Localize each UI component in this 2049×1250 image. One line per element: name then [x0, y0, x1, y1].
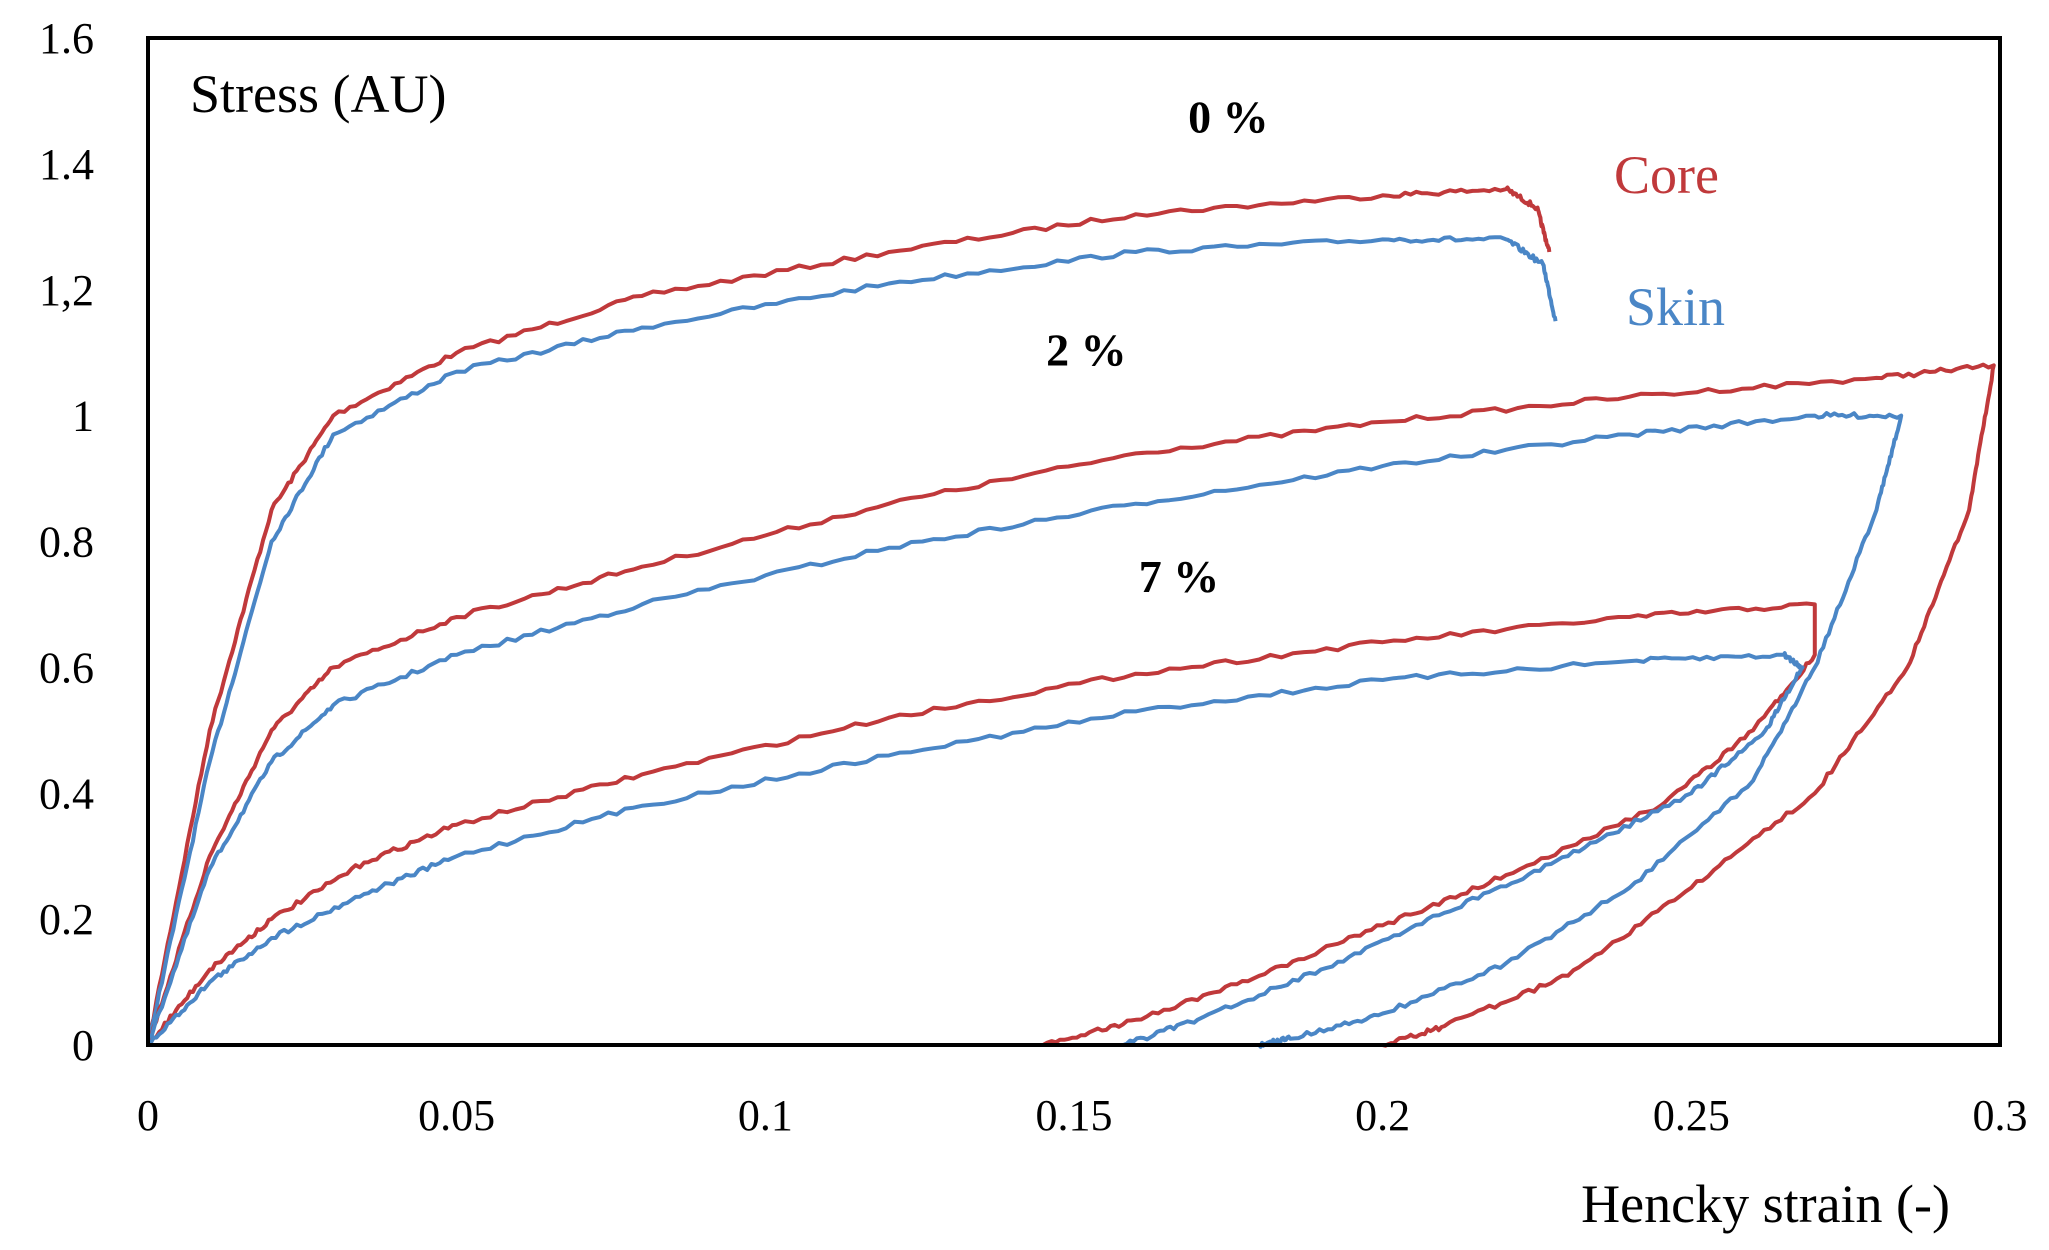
- x-tick-label: 0.25: [1653, 1091, 1730, 1140]
- curve-annotation: 2 %: [1046, 324, 1127, 375]
- x-tick-label: 0.2: [1355, 1091, 1410, 1140]
- x-tick-label: 0.1: [738, 1091, 793, 1140]
- y-tick-label: 1.6: [39, 14, 94, 63]
- x-tick-label: 0.3: [1973, 1091, 2028, 1140]
- y-tick-label: 0.8: [39, 518, 94, 567]
- y-tick-label: 1.4: [39, 140, 94, 189]
- annotations: 0 % 2 % 7 %: [1046, 91, 1268, 601]
- curve-annotation: 0 %: [1188, 91, 1269, 142]
- legend-core: Core: [1614, 145, 1719, 205]
- plot-frame: [146, 36, 2002, 1047]
- y-tick-label: 0.4: [39, 769, 94, 818]
- series-line-skin-7pct: [146, 651, 1805, 1047]
- x-tick-label: 0.15: [1036, 1091, 1113, 1140]
- series-line-core-7pct: [146, 601, 1817, 1047]
- y-tick-label: 0.6: [39, 643, 94, 692]
- x-tick-labels: 0 0.05 0.1 0.15 0.2 0.25 0.3: [137, 1091, 2028, 1140]
- y-tick-label: 0: [72, 1021, 94, 1070]
- y-tick-label: 0.2: [39, 895, 94, 944]
- series-line-core-0pct: [146, 185, 1552, 1046]
- series-layer: [146, 185, 1996, 1049]
- series-line-skin-0pct: [146, 235, 1558, 1046]
- y-tick-label: 1: [72, 392, 94, 441]
- legend-skin: Skin: [1626, 277, 1725, 337]
- y-tick-labels: 0 0.2 0.4 0.6 0.8 1 1,2 1.4 1.6: [39, 14, 94, 1070]
- x-tick-label: 0.05: [418, 1091, 495, 1140]
- series-line-skin-2pct: [146, 411, 1904, 1049]
- series-line-core-2pct: [146, 362, 1996, 1048]
- y-axis-label: Stress (AU): [190, 64, 446, 124]
- x-tick-label: 0: [137, 1091, 159, 1140]
- x-axis-label: Hencky strain (-): [1581, 1174, 1950, 1234]
- y-tick-label: 1,2: [39, 266, 94, 315]
- curve-annotation: 7 %: [1139, 551, 1220, 602]
